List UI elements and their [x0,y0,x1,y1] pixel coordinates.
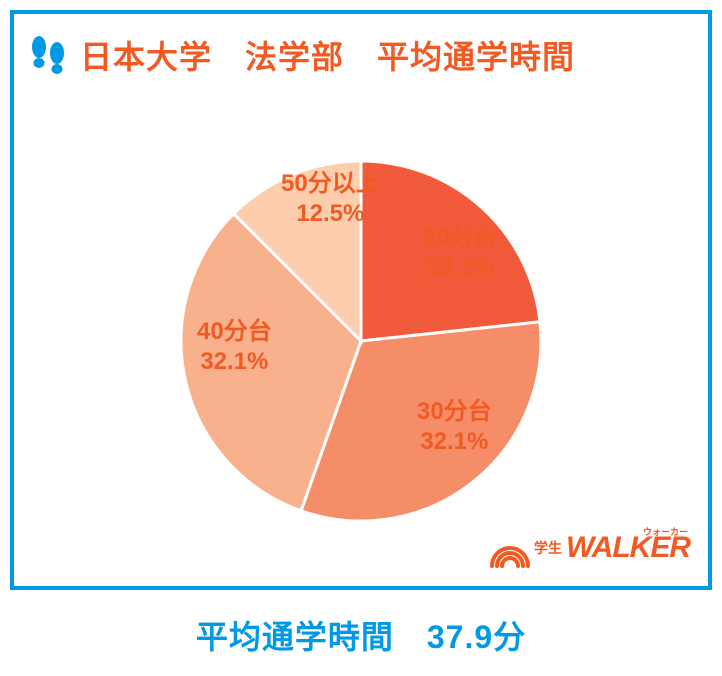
slice-percent: 23.3% [423,253,498,283]
slice-label: 50分以上12.5% [281,169,380,229]
slice-percent: 32.1% [197,347,272,377]
slice-label: 20分台23.3% [423,223,498,283]
slice-label: 30分台32.1% [417,397,492,457]
brand-logo: 学生 ウォーカー WALKER [488,528,690,568]
chart-container: 日本大学 法学部 平均通学時間 20分台23.3%30分台32.1%40分台32… [10,10,712,590]
pie-chart: 20分台23.3%30分台32.1%40分台32.1%50分以上12.5% [131,99,591,559]
slice-name: 40分台 [197,317,272,347]
logo-prefix: 学生 [534,538,562,558]
slice-name: 20分台 [423,223,498,253]
slice-name: 50分以上 [281,169,380,199]
slice-name: 30分台 [417,397,492,427]
header: 日本大学 法学部 平均通学時間 [14,14,708,84]
page-title: 日本大学 法学部 平均通学時間 [80,32,575,78]
slice-percent: 32.1% [417,427,492,457]
logo-ruby: ウォーカー [643,525,688,538]
slice-percent: 12.5% [281,199,380,229]
footprints-icon [26,33,70,77]
logo-arc-icon [488,528,530,568]
slice-label: 40分台32.1% [197,317,272,377]
footer-summary: 平均通学時間 37.9分 [0,612,722,658]
